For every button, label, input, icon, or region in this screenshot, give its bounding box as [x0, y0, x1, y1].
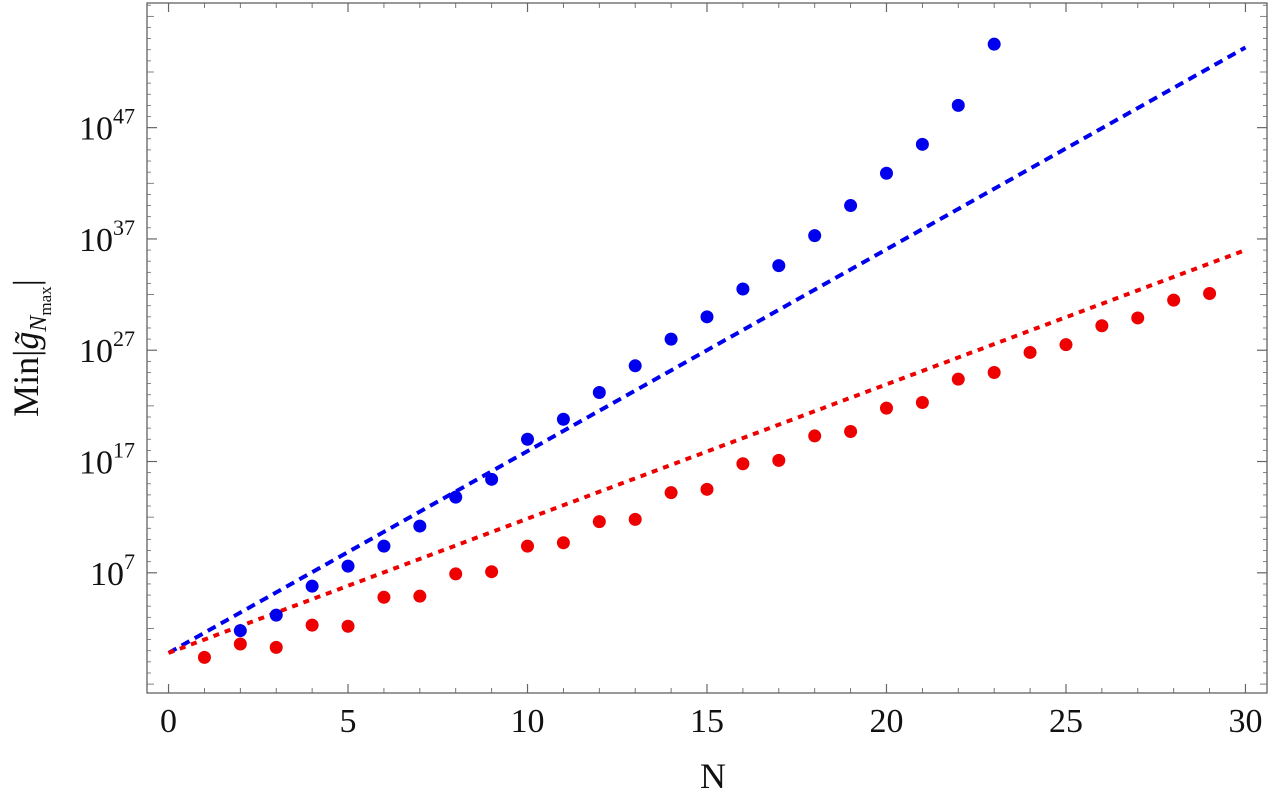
y-axis-label-subsub: max [36, 286, 55, 316]
series-0-point [772, 259, 786, 273]
series-1-point [1203, 286, 1217, 300]
series-1-point [664, 486, 678, 500]
y-axis-label-sub: N [26, 314, 52, 333]
series-1-point [556, 536, 570, 550]
series-1-point [485, 565, 499, 579]
series-1-point [951, 372, 965, 386]
series-0-point [485, 472, 499, 486]
series-1-point [736, 457, 750, 471]
x-tick-label: 25 [1049, 703, 1083, 740]
y-axis-label-symbol: g̃ [6, 331, 46, 350]
y-tick-label: 1027 [79, 326, 135, 370]
x-tick-label: 20 [869, 703, 903, 740]
series-1-point [628, 512, 642, 526]
labels-layer: 0 5 10 15 20 25 30 107 1017 1027 1037 1047 [79, 104, 1262, 740]
series-1-point [808, 429, 822, 443]
x-tick-label: 10 [511, 703, 545, 740]
y-tick-label: 1037 [79, 215, 135, 259]
series-1-point [269, 640, 283, 654]
x-tick-label: 15 [690, 703, 724, 740]
series-1-point [341, 619, 355, 633]
series-1-point [1167, 293, 1181, 307]
series-1-point [844, 424, 858, 438]
y-axis-label: Min|g̃Nmax| [6, 279, 55, 417]
series-0-point [664, 332, 678, 346]
series-1-point [592, 515, 606, 529]
series-0-point [628, 359, 642, 373]
series-0-point [879, 166, 893, 180]
series-0-point [951, 98, 965, 112]
series-1-point [1059, 338, 1073, 352]
series-0-point [449, 490, 463, 504]
series-0-point [305, 579, 319, 593]
series-0-point [556, 412, 570, 426]
series-1-point [197, 650, 211, 664]
x-tick-label: 5 [340, 703, 357, 740]
series-0-point [700, 310, 714, 324]
series-1-point [233, 637, 247, 651]
series-0-point [808, 229, 822, 243]
y-axis-label-main: Min| [6, 350, 46, 417]
series-0-point [269, 608, 283, 622]
series-0-point [413, 519, 427, 533]
series-0-point [915, 137, 929, 151]
x-axis-label: N [700, 756, 726, 796]
y-tick-label: 1047 [79, 104, 135, 148]
series-1-point [521, 539, 535, 553]
series-0-point [233, 624, 247, 638]
y-tick-label: 1017 [79, 438, 135, 482]
y-tick-label: 107 [90, 549, 135, 593]
series-0-point [377, 539, 391, 553]
series-1-point [772, 453, 786, 467]
series-1-point [377, 590, 391, 604]
x-tick-label: 30 [1228, 703, 1262, 740]
points-layer [197, 37, 1217, 664]
ticks-layer [147, 3, 1267, 693]
series-2-dashed-line [167, 45, 1247, 655]
series-0-point [341, 559, 355, 573]
series-1-point [700, 482, 714, 496]
series-1-point [987, 365, 1001, 379]
series-1-point [1023, 345, 1037, 359]
series-0-point [592, 386, 606, 400]
x-tick-label: 0 [160, 703, 177, 740]
series-1-point [449, 567, 463, 581]
svg-text:Min|g̃Nmax|: Min|g̃Nmax| [6, 279, 55, 417]
series-0-point [844, 199, 858, 213]
series-1-point [413, 589, 427, 603]
series-1-point [879, 401, 893, 415]
series-1-point [915, 396, 929, 410]
y-axis-label-close: | [6, 279, 46, 286]
series-1-point [1095, 319, 1109, 333]
series-1-point [305, 618, 319, 632]
series-0-point [521, 432, 535, 446]
lines-layer [167, 45, 1247, 655]
series-1-point [1131, 311, 1145, 325]
series-0-point [987, 37, 1001, 51]
series-0-point [736, 282, 750, 296]
